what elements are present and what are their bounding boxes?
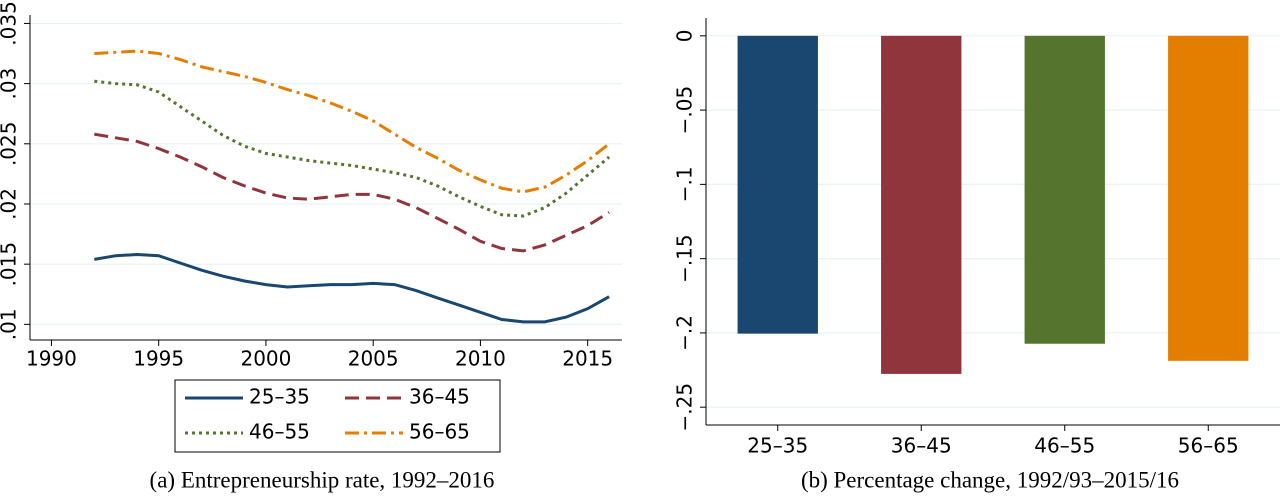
y-tick-label: −.2 bbox=[673, 315, 697, 351]
y-tick-label: −.15 bbox=[673, 234, 697, 283]
y-tick-label: .025 bbox=[0, 122, 21, 167]
y-tick-label: −.25 bbox=[673, 383, 697, 432]
x-tick-label: 2015 bbox=[562, 347, 613, 371]
bar bbox=[881, 35, 962, 374]
y-tick-label: .01 bbox=[0, 308, 21, 340]
y-tick-label: .03 bbox=[0, 68, 21, 100]
caption: (b) Percentage change, 1992/93–2015/16 bbox=[801, 467, 1179, 492]
y-tick-label: .035 bbox=[0, 1, 21, 46]
x-tick-label: 25–35 bbox=[747, 434, 808, 458]
legend-box bbox=[174, 379, 501, 453]
y-tick-label: −.05 bbox=[673, 86, 697, 135]
x-tick-label: 2000 bbox=[240, 347, 291, 371]
legend-label: 56–65 bbox=[409, 420, 470, 444]
bar bbox=[737, 35, 818, 334]
x-tick-label: 56–65 bbox=[1178, 434, 1239, 458]
legend-label: 36–45 bbox=[409, 385, 470, 409]
x-tick-label: 36–45 bbox=[891, 434, 952, 458]
y-tick-label: 0 bbox=[673, 29, 697, 42]
series-line bbox=[94, 252, 610, 324]
x-tick-label: 2010 bbox=[455, 347, 506, 371]
series-line bbox=[94, 132, 610, 253]
y-tick-label: .02 bbox=[0, 188, 21, 220]
x-tick-label: 1990 bbox=[26, 347, 77, 371]
x-tick-label: 2005 bbox=[348, 347, 399, 371]
bar bbox=[1168, 35, 1249, 361]
legend-label: 25–35 bbox=[249, 385, 310, 409]
legend-label: 46–55 bbox=[249, 420, 310, 444]
y-tick-label: −.1 bbox=[673, 166, 697, 202]
bar bbox=[1024, 35, 1105, 344]
y-tick-label: .015 bbox=[0, 242, 21, 287]
x-tick-label: 46–55 bbox=[1034, 434, 1095, 458]
series-line bbox=[94, 79, 611, 218]
caption: (a) Entrepreneurship rate, 1992–2016 bbox=[150, 467, 495, 492]
series-line bbox=[94, 49, 611, 194]
x-tick-label: 1995 bbox=[133, 347, 184, 371]
